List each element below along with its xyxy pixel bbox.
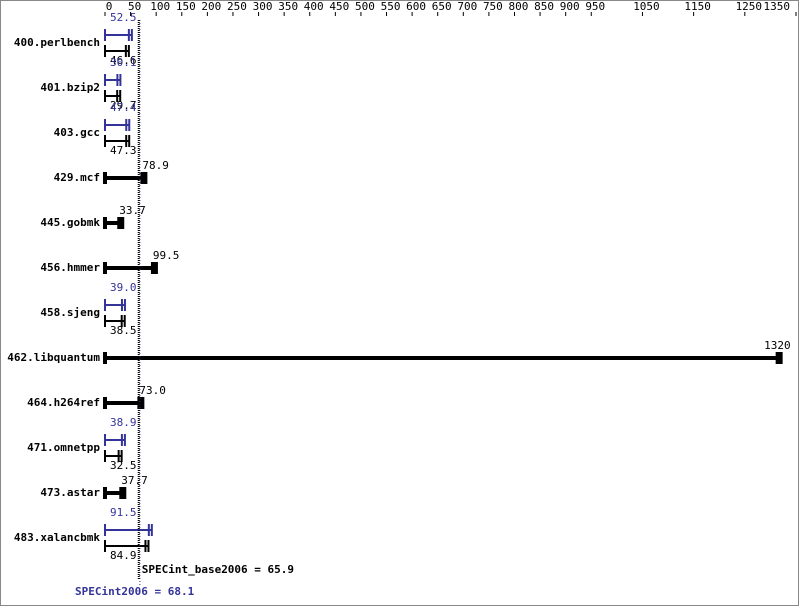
x-tick-label: 850 [534, 0, 554, 13]
value-label: 99.5 [153, 249, 180, 262]
x-tick-label: 100 [150, 0, 170, 13]
bar [104, 434, 126, 446]
x-tick-label: 450 [329, 0, 349, 13]
x-tick-label: 800 [509, 0, 529, 13]
value-label: 38.5 [110, 324, 137, 337]
category-label: 473.astar [40, 486, 100, 499]
x-tick-label: 250 [227, 0, 247, 13]
bar [104, 315, 126, 327]
bar [104, 74, 122, 86]
value-label: 38.9 [110, 416, 137, 429]
x-tick-label: 300 [253, 0, 273, 13]
x-tick-label: 400 [304, 0, 324, 13]
value-label: 30.1 [110, 56, 137, 69]
bar [103, 262, 158, 274]
x-tick-label: 350 [278, 0, 298, 13]
reference-label: SPECint2006 = 68.1 [75, 585, 195, 598]
bar [104, 45, 130, 57]
bar [103, 487, 127, 499]
value-label: 33.7 [119, 204, 146, 217]
x-tick-label: 900 [560, 0, 580, 13]
category-label: 471.omnetpp [27, 441, 100, 454]
x-tick-label: 550 [381, 0, 401, 13]
value-label: 84.9 [110, 549, 137, 562]
value-label: 78.9 [142, 159, 169, 172]
x-tick-label: 200 [201, 0, 221, 13]
x-tick-label: 1350 [764, 0, 791, 13]
value-label: 47.4 [110, 101, 137, 114]
category-label: 400.perlbench [14, 36, 100, 49]
bar [103, 172, 148, 184]
category-label: 403.gcc [54, 126, 100, 139]
category-label: 462.libquantum [7, 351, 100, 364]
x-tick-label: 1150 [684, 0, 711, 13]
bar [104, 299, 126, 311]
x-tick-label: 1250 [736, 0, 763, 13]
x-tick-label: 950 [585, 0, 605, 13]
value-label: 91.5 [110, 506, 137, 519]
value-label: 37.7 [121, 474, 148, 487]
value-label: 1320 [764, 339, 791, 352]
category-label: 458.sjeng [40, 306, 100, 319]
category-label: 445.gobmk [40, 216, 100, 229]
bar [104, 540, 150, 552]
bar [103, 352, 783, 364]
category-label: 401.bzip2 [40, 81, 100, 94]
category-label: 464.h264ref [27, 396, 100, 409]
reference-label: SPECint_base2006 = 65.9 [142, 563, 294, 576]
x-tick-label: 750 [483, 0, 503, 13]
category-label: 429.mcf [54, 171, 100, 184]
bar [103, 397, 145, 409]
x-tick-label: 500 [355, 0, 375, 13]
bar [104, 119, 131, 131]
x-tick-label: 1050 [633, 0, 660, 13]
value-label: 39.0 [110, 281, 137, 294]
x-tick-label: 150 [176, 0, 196, 13]
bar [104, 90, 122, 102]
bar [104, 29, 133, 41]
value-label: 52.5 [110, 11, 137, 24]
value-label: 46.6 [110, 54, 137, 67]
x-tick-label: 650 [432, 0, 452, 13]
x-tick-label: 0 [106, 0, 113, 13]
value-label: 32.5 [110, 459, 137, 472]
category-label: 456.hmmer [40, 261, 100, 274]
x-tick-label: 600 [406, 0, 426, 13]
value-label: 29.7 [110, 99, 137, 112]
value-label: 73.0 [139, 384, 166, 397]
x-tick-label: 50 [128, 0, 141, 13]
bar [104, 524, 153, 536]
category-label: 483.xalancbmk [14, 531, 100, 544]
bar [104, 135, 131, 147]
bar [103, 217, 125, 229]
bar [104, 450, 123, 462]
x-tick-label: 700 [457, 0, 477, 13]
value-label: 47.3 [110, 144, 137, 157]
